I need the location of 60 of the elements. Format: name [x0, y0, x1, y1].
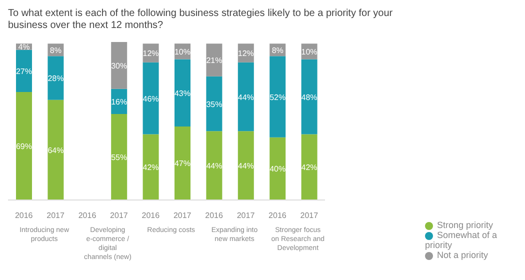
data-label: 35% — [206, 100, 222, 109]
bar — [111, 42, 128, 89]
bar — [270, 56, 286, 138]
bar — [174, 59, 190, 126]
data-label: 44% — [206, 162, 222, 171]
chart-title: To what extent is each of the following business strategies likely to be a priority for your business over the next 12 months? — [8, 8, 394, 32]
data-label: 48% — [301, 92, 318, 102]
bar — [301, 59, 318, 134]
legend-label: Somewhat of a priority — [425, 230, 498, 250]
bar — [206, 44, 222, 76]
data-label: 40% — [270, 164, 286, 174]
bar — [48, 100, 64, 200]
bar — [270, 137, 286, 200]
data-label: 10% — [174, 47, 191, 56]
bar — [206, 131, 222, 200]
x-tick-label: 2016 — [268, 211, 287, 220]
bar — [48, 56, 64, 100]
bar — [16, 50, 32, 92]
bar — [111, 114, 128, 200]
data-label: 8% — [50, 46, 62, 55]
data-label: 44% — [238, 162, 254, 171]
data-label: 55% — [111, 152, 128, 162]
x-tick-label: 2016 — [78, 211, 97, 220]
data-label: 64% — [48, 146, 64, 155]
bar — [174, 126, 190, 200]
data-label: 4% — [18, 42, 30, 52]
data-label: 12% — [142, 48, 159, 58]
data-label: 30% — [111, 61, 128, 70]
data-label: 28% — [48, 74, 64, 83]
data-label: 8% — [272, 46, 284, 55]
data-label: 44% — [238, 92, 254, 102]
bar — [301, 134, 318, 200]
data-label: 43% — [174, 88, 191, 98]
data-label: 16% — [111, 97, 128, 106]
x-tick-label: 2017 — [300, 211, 319, 220]
data-label: 47% — [174, 159, 191, 168]
x-tick-label: 2017 — [46, 211, 65, 220]
data-label: 42% — [142, 163, 159, 172]
data-label: 21% — [206, 56, 222, 65]
bar — [142, 62, 159, 134]
legend-label: Not a priority — [437, 250, 488, 260]
data-label: 52% — [270, 92, 286, 102]
data-label: 46% — [142, 94, 159, 104]
data-label: 12% — [238, 48, 254, 58]
x-tick-label: 2016 — [14, 211, 34, 220]
x-tick-label: 2016 — [205, 211, 224, 220]
bar — [206, 76, 222, 132]
data-label: 27% — [16, 66, 32, 76]
x-tick-label: 2017 — [110, 211, 128, 220]
x-tick-label: 2017 — [173, 211, 192, 220]
bar — [238, 62, 254, 132]
bar — [16, 92, 32, 200]
data-label: 42% — [301, 163, 318, 172]
bar — [142, 134, 159, 200]
x-tick-label: 2016 — [142, 211, 160, 220]
legend-label: Strong priority — [437, 220, 494, 230]
data-label: 69% — [16, 142, 32, 152]
data-label: 10% — [301, 47, 318, 56]
bar — [238, 131, 254, 200]
x-tick-label: 2017 — [236, 211, 256, 220]
